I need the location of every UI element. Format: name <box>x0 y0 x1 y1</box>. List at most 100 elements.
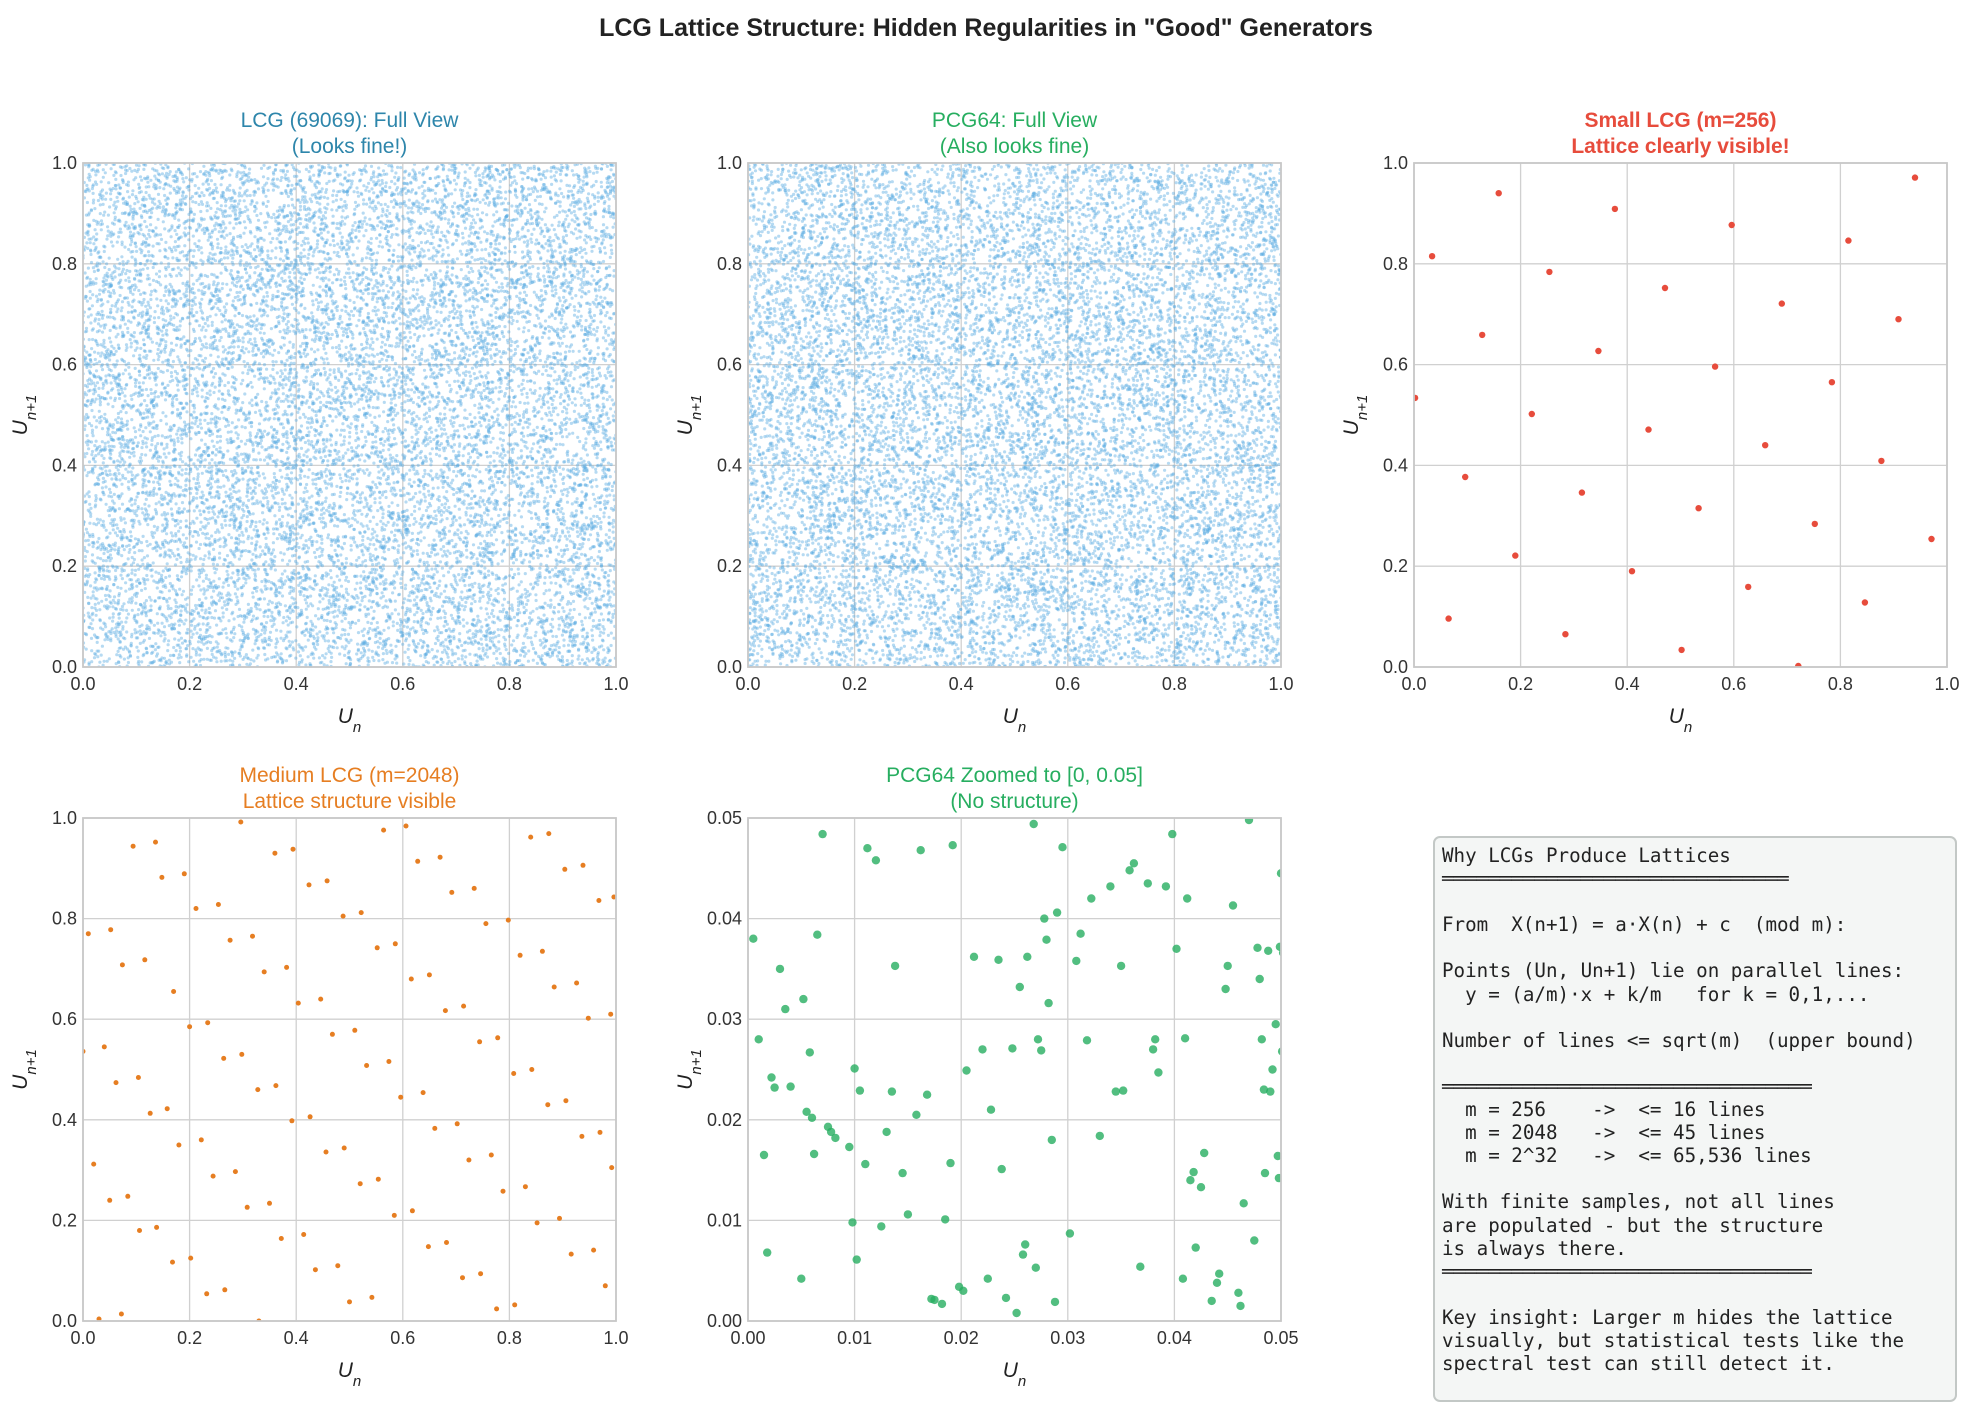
data-point <box>581 280 585 284</box>
data-point <box>229 269 233 273</box>
data-point <box>136 613 140 617</box>
data-point <box>520 540 524 545</box>
data-point <box>221 357 225 361</box>
data-point <box>258 458 262 462</box>
data-point <box>219 246 223 250</box>
data-point <box>282 224 286 228</box>
data-point <box>279 191 283 195</box>
data-point <box>286 184 290 188</box>
data-point <box>473 329 477 333</box>
data-point <box>426 524 430 528</box>
data-point <box>599 277 603 282</box>
data-point <box>505 338 510 342</box>
data-point <box>221 405 225 410</box>
data-point <box>485 533 489 538</box>
data-point <box>443 446 447 450</box>
data-point <box>547 418 551 422</box>
data-point <box>446 443 450 447</box>
data-point <box>97 312 102 316</box>
data-point <box>357 229 361 233</box>
data-point <box>607 598 611 602</box>
data-point <box>467 452 471 456</box>
data-point <box>284 488 289 492</box>
data-point <box>174 206 178 210</box>
data-point <box>157 571 161 576</box>
data-point <box>220 596 225 600</box>
data-point <box>309 594 313 598</box>
data-point <box>419 608 423 613</box>
data-point <box>517 303 521 307</box>
data-point <box>296 226 300 230</box>
data-point <box>140 303 144 307</box>
data-point <box>381 652 385 656</box>
data-point <box>372 251 376 255</box>
data-point <box>469 266 473 271</box>
data-point <box>224 543 228 547</box>
data-point <box>270 216 274 220</box>
data-point <box>312 401 316 405</box>
data-point <box>466 178 470 182</box>
data-point <box>179 655 183 659</box>
data-point <box>323 171 327 175</box>
data-point <box>132 557 136 562</box>
data-point <box>580 328 584 332</box>
data-point <box>124 383 128 387</box>
data-point <box>234 411 238 415</box>
data-point <box>394 200 398 204</box>
data-point <box>367 659 371 664</box>
data-point <box>369 605 373 609</box>
data-point <box>307 430 311 434</box>
data-point <box>494 635 498 639</box>
data-point <box>362 505 366 509</box>
data-point <box>114 626 118 630</box>
data-point <box>164 289 168 293</box>
data-point <box>241 345 245 349</box>
data-point <box>467 388 471 392</box>
data-point <box>596 653 600 657</box>
data-point <box>403 379 407 383</box>
data-point <box>244 314 249 318</box>
data-point <box>147 254 151 258</box>
data-point <box>588 583 592 587</box>
data-point <box>370 432 375 436</box>
data-point <box>421 475 425 479</box>
data-point <box>526 502 531 506</box>
data-point <box>249 420 253 425</box>
data-point <box>161 461 165 465</box>
data-point <box>351 516 355 520</box>
data-point <box>552 535 556 539</box>
data-point <box>202 635 206 639</box>
data-point <box>503 251 507 255</box>
data-point <box>177 638 181 642</box>
data-point <box>394 345 398 349</box>
data-point <box>115 420 120 425</box>
data-point <box>265 291 269 295</box>
data-point <box>185 382 189 386</box>
data-point <box>184 462 188 466</box>
data-point <box>225 607 229 612</box>
data-point <box>602 515 606 519</box>
data-point <box>322 442 326 446</box>
data-point <box>314 298 318 302</box>
data-point <box>212 305 216 309</box>
data-point <box>540 417 544 421</box>
data-point <box>566 468 570 472</box>
data-point <box>175 397 179 401</box>
data-point <box>113 379 117 383</box>
data-point <box>462 219 466 223</box>
data-point <box>611 379 615 383</box>
data-point <box>339 490 343 494</box>
data-point <box>169 483 173 487</box>
data-point <box>404 613 408 617</box>
data-point <box>469 502 473 506</box>
data-point <box>182 507 186 511</box>
data-point <box>90 627 95 631</box>
data-point <box>366 292 371 296</box>
data-point <box>89 622 93 626</box>
data-point <box>238 290 242 294</box>
data-point <box>194 419 198 423</box>
data-point <box>547 329 552 333</box>
data-point <box>113 548 117 552</box>
data-point <box>206 616 210 620</box>
data-point <box>514 261 518 266</box>
